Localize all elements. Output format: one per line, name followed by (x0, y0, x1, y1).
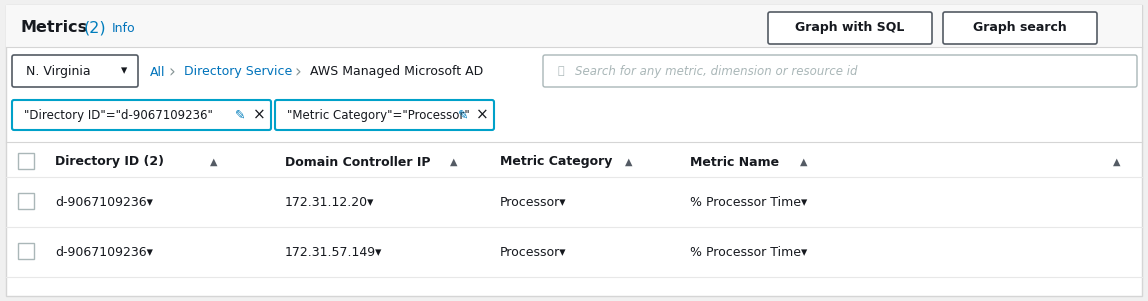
Text: Domain Controller IP: Domain Controller IP (285, 156, 430, 169)
Bar (6, 5, 1142, 47)
Text: ✎: ✎ (458, 108, 468, 122)
FancyBboxPatch shape (943, 12, 1097, 44)
Text: 🔍: 🔍 (557, 66, 564, 76)
Text: ›: › (295, 63, 302, 81)
Text: Graph with SQL: Graph with SQL (796, 21, 905, 35)
Bar (18, 153, 34, 169)
Text: All: All (150, 66, 165, 79)
Bar (18, 243, 34, 259)
Text: Metric Category: Metric Category (501, 156, 612, 169)
Text: (2): (2) (84, 20, 107, 36)
Text: % Processor Time▾: % Processor Time▾ (690, 196, 807, 209)
Bar (18, 193, 34, 209)
Text: Directory Service: Directory Service (184, 66, 293, 79)
Text: 172.31.57.149▾: 172.31.57.149▾ (285, 246, 382, 259)
Text: Search for any metric, dimension or resource id: Search for any metric, dimension or reso… (575, 64, 858, 77)
FancyBboxPatch shape (11, 100, 271, 130)
Text: Processor▾: Processor▾ (501, 246, 566, 259)
Text: d-9067109236▾: d-9067109236▾ (55, 196, 153, 209)
Text: ›: › (169, 63, 176, 81)
Text: Directory ID (2): Directory ID (2) (55, 156, 164, 169)
FancyBboxPatch shape (11, 55, 138, 87)
Text: % Processor Time▾: % Processor Time▾ (690, 246, 807, 259)
Text: N. Virginia: N. Virginia (26, 64, 91, 77)
FancyBboxPatch shape (276, 100, 494, 130)
Text: "Metric Category"="Processor": "Metric Category"="Processor" (287, 108, 470, 122)
Text: Processor▾: Processor▾ (501, 196, 566, 209)
Text: ▲: ▲ (625, 157, 633, 167)
Text: d-9067109236▾: d-9067109236▾ (55, 246, 153, 259)
Text: ×: × (253, 107, 265, 123)
Text: ▲: ▲ (450, 157, 458, 167)
Text: ▲: ▲ (800, 157, 807, 167)
FancyBboxPatch shape (768, 12, 932, 44)
Text: Metrics: Metrics (20, 20, 87, 36)
Text: ▾: ▾ (121, 64, 127, 77)
Text: ✎: ✎ (235, 108, 246, 122)
FancyBboxPatch shape (543, 55, 1137, 87)
Text: ▲: ▲ (1112, 157, 1120, 167)
Text: "Directory ID"="d-9067109236": "Directory ID"="d-9067109236" (24, 108, 212, 122)
Text: Graph search: Graph search (974, 21, 1066, 35)
Text: AWS Managed Microsoft AD: AWS Managed Microsoft AD (310, 66, 483, 79)
Text: Info: Info (113, 21, 135, 35)
Text: ×: × (476, 107, 489, 123)
Text: Metric Name: Metric Name (690, 156, 779, 169)
Text: 172.31.12.20▾: 172.31.12.20▾ (285, 196, 374, 209)
Text: ▲: ▲ (210, 157, 217, 167)
